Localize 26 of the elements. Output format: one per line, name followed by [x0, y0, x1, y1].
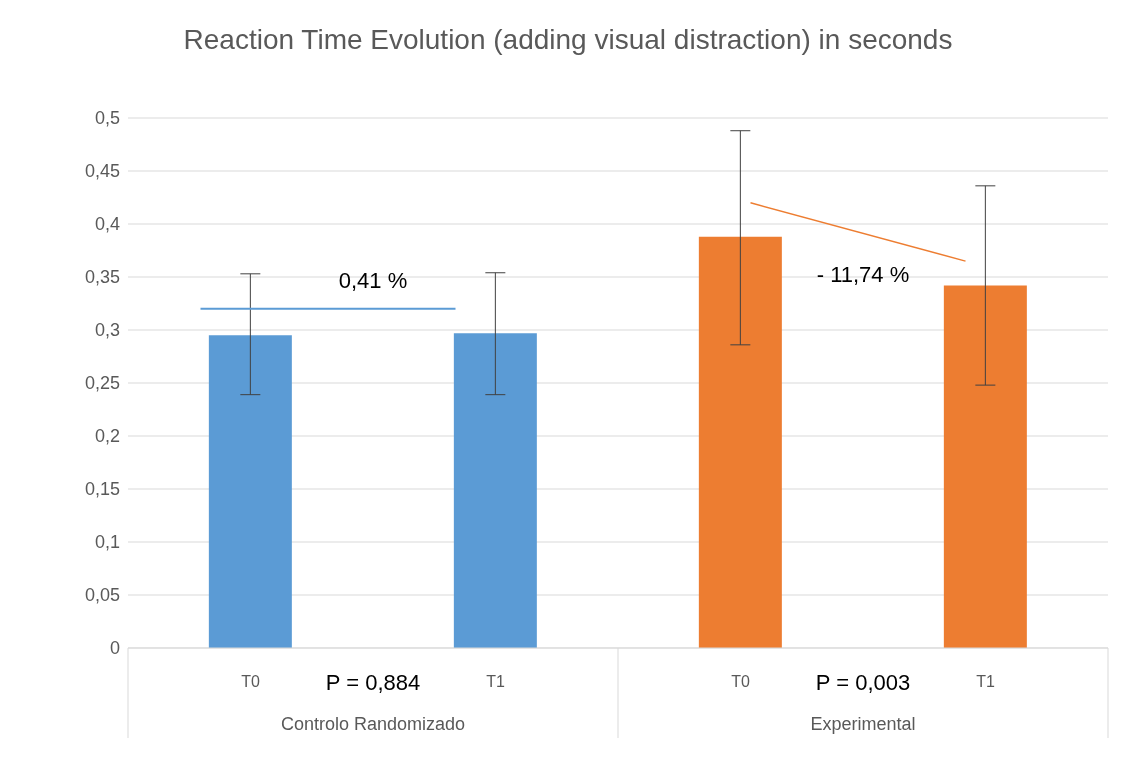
text: Experimental [810, 714, 916, 734]
bar [698, 236, 782, 648]
y-tick-label: 0,4 [94, 214, 120, 235]
text: Controlo Randomizado [280, 714, 466, 734]
bar [208, 335, 292, 648]
y-tick-label: 0,5 [94, 108, 120, 129]
y-tick-label: 0,15 [84, 479, 120, 500]
y-tick-label: 0,05 [84, 585, 120, 606]
y-tick-label: 0,2 [94, 426, 120, 447]
annotation: - 11,74 % [816, 262, 910, 288]
text: P = 0,003 [815, 670, 911, 695]
y-tick-label: 0 [109, 638, 120, 659]
x-tick-label: T1 [976, 673, 995, 691]
chart-title: Reaction Time Evolution (adding visual distraction) in seconds [182, 23, 954, 57]
y-tick-label: 0,25 [84, 373, 120, 394]
x-tick-label: T0 [241, 673, 260, 691]
y-tick-label: 0,1 [94, 532, 120, 553]
annotation: 0,41 % [338, 267, 408, 293]
y-tick-label: 0,45 [84, 161, 120, 182]
bar [453, 333, 537, 648]
bar [943, 285, 1027, 648]
x-tick-label: T1 [486, 673, 505, 691]
x-tick-label: T0 [731, 673, 750, 691]
text: P = 0,884 [325, 670, 421, 695]
y-tick-label: 0,35 [84, 267, 120, 288]
y-tick-label: 0,3 [94, 320, 120, 341]
